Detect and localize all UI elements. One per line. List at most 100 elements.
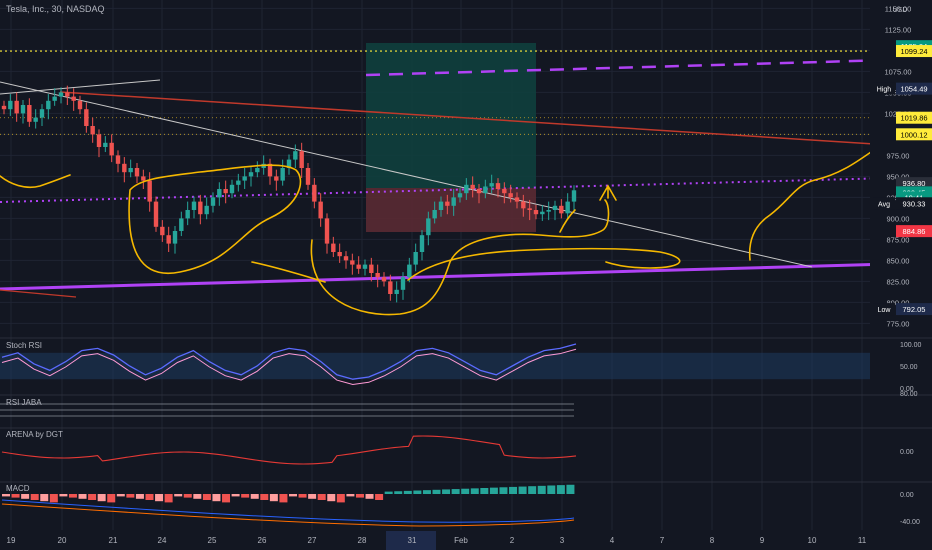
long-position-tool[interactable] <box>366 43 536 232</box>
macd-bar <box>317 494 326 500</box>
candle-body <box>343 256 349 261</box>
macd-bar <box>451 489 460 494</box>
stoch-tick: 100.00 <box>900 342 922 349</box>
candle-body <box>217 189 222 198</box>
price-tick-label: 875.00 <box>887 235 910 244</box>
time-label: 11 <box>858 536 867 545</box>
annotation-curve-small <box>559 209 576 233</box>
purple-dotted-line[interactable] <box>0 177 891 203</box>
candle-body <box>84 109 89 126</box>
candle-body <box>293 151 298 160</box>
candle-body <box>280 168 285 181</box>
macd-bar <box>21 494 30 499</box>
macd-bar <box>174 494 183 497</box>
candle-body <box>58 92 64 97</box>
macd-bar <box>509 486 518 494</box>
macd-bar <box>116 494 125 497</box>
candle-body <box>324 218 330 244</box>
candle-body <box>204 205 209 215</box>
badge-bg <box>896 303 932 316</box>
candle-body <box>229 184 235 194</box>
candle-body <box>445 201 450 206</box>
candle-body <box>179 218 184 231</box>
candle-body <box>419 235 425 252</box>
candle-body <box>546 210 551 212</box>
macd-bar <box>518 486 527 494</box>
candle-body <box>20 105 26 114</box>
macd-bar <box>480 488 489 494</box>
macd-bar <box>537 485 546 494</box>
candle-body <box>115 155 121 164</box>
candle-body <box>166 235 171 244</box>
macd-bar <box>308 494 317 499</box>
badge-value: 884.86 <box>903 227 926 236</box>
candle-body <box>426 218 431 236</box>
macd-tick: 0.00 <box>900 492 914 499</box>
time-label: 7 <box>660 536 665 545</box>
time-axis[interactable]: 19 20 21 24 25 26 27 28 31 Feb 2 3 4 7 8 9 10 11 <box>0 530 932 550</box>
macd-bar <box>241 494 250 498</box>
macd-bar <box>403 490 412 494</box>
badge-label: High <box>877 87 892 94</box>
macd-bar <box>327 494 336 502</box>
candle-body <box>210 197 216 206</box>
badge-bg <box>896 111 932 124</box>
macd-bar <box>11 494 20 498</box>
macd-label: MACD <box>6 484 30 493</box>
candle-body <box>27 105 32 122</box>
red-trendline-low[interactable] <box>0 289 77 298</box>
candle-body <box>552 205 558 210</box>
macd-bar <box>49 494 58 503</box>
candle-body <box>571 190 577 202</box>
candle-body <box>172 231 178 244</box>
time-label: 10 <box>808 536 817 545</box>
time-highlight <box>386 531 436 550</box>
position-stop-zone <box>366 188 536 232</box>
candle-body <box>533 210 539 215</box>
rsi-jaba-tick: 80.00 <box>900 391 918 398</box>
annotation-bowl-1 <box>128 164 302 275</box>
macd-bar <box>470 488 479 494</box>
arena-label: ARENA by DGT <box>6 430 63 439</box>
candle-body <box>464 184 469 194</box>
macd-bar <box>68 494 77 498</box>
price-badge-936-80: 936.80 <box>896 177 932 190</box>
candle-body <box>267 163 273 177</box>
candle-body <box>286 159 292 168</box>
macd-bar <box>97 494 106 502</box>
candle-body <box>8 100 13 110</box>
price-axis[interactable]: USD1150.001125.001075.001050.001025.0097… <box>870 0 932 530</box>
macd-bar <box>394 491 403 494</box>
candle-body <box>52 96 57 101</box>
price-badge-low: Low 792.05 <box>873 303 932 316</box>
badge-label: Low <box>878 307 892 314</box>
macd-bar <box>88 494 97 500</box>
macd-bar <box>384 491 393 494</box>
candle-body <box>489 183 494 187</box>
candle-body <box>33 117 38 122</box>
price-tick-label: 950.00 <box>887 172 910 181</box>
price-badge-884-86: 884.86 <box>896 225 932 238</box>
signal-line <box>1 503 575 527</box>
annotation-bowl-2 <box>310 199 610 316</box>
white-descending-trendline[interactable] <box>0 81 813 268</box>
time-label: 20 <box>58 536 67 545</box>
time-label: 3 <box>560 536 565 545</box>
macd-bar <box>528 486 537 494</box>
macd-bar <box>499 487 508 494</box>
purple-dashed-line[interactable] <box>365 58 891 77</box>
red-trendline[interactable] <box>59 91 891 146</box>
candle-body <box>153 201 159 227</box>
white-trendline-short[interactable] <box>0 79 161 95</box>
macd-bar <box>461 488 470 494</box>
price-tick-label: 1150.00 <box>885 4 912 13</box>
macd-bar <box>298 494 307 498</box>
macd-bar <box>442 489 451 494</box>
candle-body <box>14 100 19 114</box>
badge-bg <box>896 197 932 210</box>
time-label: 24 <box>158 536 167 545</box>
candle-body <box>299 151 304 168</box>
candle-body <box>103 142 108 147</box>
